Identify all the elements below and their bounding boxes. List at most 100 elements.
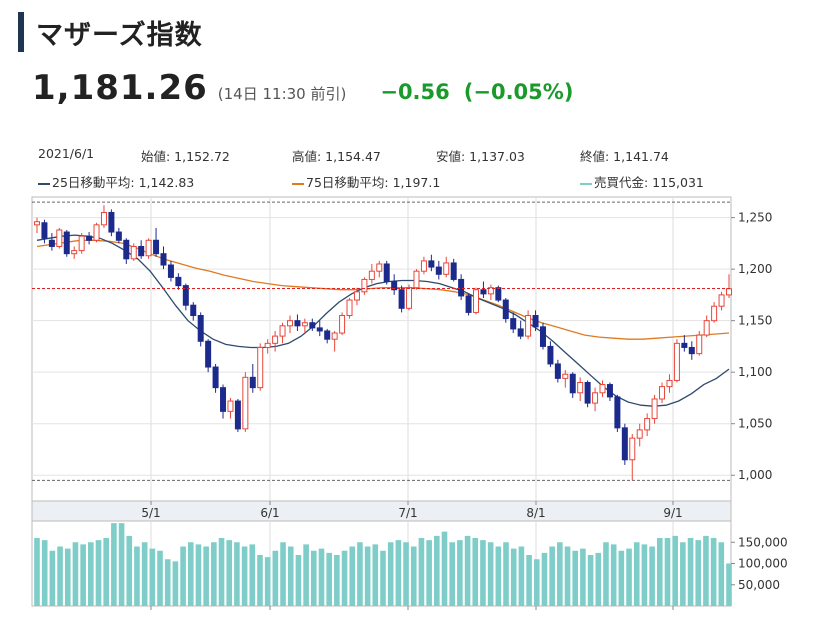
volume-bar: [603, 542, 609, 606]
volume-bar: [72, 542, 79, 606]
candle-body: [726, 288, 732, 296]
volume-bar: [380, 550, 386, 606]
candle-body: [86, 235, 93, 241]
candle-body: [718, 294, 725, 307]
volume-bar: [372, 544, 379, 606]
candle-body: [391, 281, 398, 291]
candle-body: [443, 262, 450, 275]
candle-body: [681, 342, 688, 348]
candle-body: [584, 381, 591, 404]
volume-bar: [549, 546, 555, 606]
volume-bar: [680, 542, 686, 606]
candle-body: [539, 326, 546, 347]
volume-bar: [426, 540, 432, 606]
volume-bar: [118, 523, 125, 606]
candle-body: [361, 278, 368, 293]
volume-bar: [449, 542, 455, 606]
volume-bar: [703, 535, 709, 606]
x-tick-label: 8/1: [526, 506, 545, 520]
candle-body: [324, 330, 331, 340]
candle-body: [264, 342, 271, 348]
volume-bar: [472, 538, 479, 606]
volume-bar: [103, 538, 109, 606]
candle-body: [517, 328, 524, 337]
ma25-line: [36, 234, 730, 407]
volume-bar: [457, 540, 463, 606]
volume-y-tick-label: 50,000: [738, 578, 780, 592]
candle-body: [413, 270, 420, 289]
volume-bar: [410, 546, 417, 606]
page-title: マザーズ指数: [36, 19, 203, 51]
candle-body: [465, 295, 472, 313]
volume-bar: [180, 546, 186, 606]
volume-bar: [218, 538, 225, 606]
candle-body: [71, 250, 78, 255]
legend-ma75: 75日移動平均: 1,197.1: [292, 172, 440, 191]
title-block: マザーズ指数: [18, 12, 203, 52]
candle-body: [145, 239, 152, 257]
candle-body: [346, 299, 353, 317]
volume-bar: [487, 542, 494, 606]
candle-body: [651, 398, 658, 420]
candle-body: [294, 320, 301, 327]
candle-body: [673, 342, 680, 381]
candle-body: [78, 235, 85, 252]
volume-bar: [172, 561, 179, 606]
candle-body: [458, 278, 465, 297]
info-close: 終値: 1,141.74: [580, 149, 669, 164]
volume-bar: [480, 540, 486, 606]
volume-bar: [495, 546, 502, 606]
volume-bar: [510, 548, 517, 606]
candle-body: [644, 418, 651, 431]
volume-bar: [211, 542, 217, 606]
candle-body: [473, 289, 480, 313]
volume-bar: [533, 559, 540, 606]
candle-body: [614, 396, 621, 429]
volume-bar: [718, 542, 725, 606]
volume-bar: [234, 542, 240, 606]
candle-body: [190, 304, 197, 317]
volume-bar: [664, 538, 671, 606]
volume-bar: [395, 540, 402, 606]
volume-bar: [610, 544, 617, 606]
candle-body: [34, 221, 40, 226]
volume-bar: [88, 542, 94, 606]
volume-bar: [618, 550, 625, 606]
y-tick-label: 1,200: [738, 262, 772, 276]
candle-body: [450, 262, 457, 280]
volume-bar: [441, 531, 448, 606]
volume-bar: [387, 542, 394, 606]
price-timestamp: (14日 11:30 前引): [217, 85, 347, 103]
volume-bar: [726, 563, 732, 606]
y-tick-label: 1,000: [738, 468, 772, 482]
volume-bar: [687, 538, 694, 606]
volume-bar: [518, 546, 525, 606]
candle-body: [220, 387, 227, 412]
candle-body: [502, 299, 509, 320]
candle-body: [286, 320, 293, 327]
candle-body: [279, 325, 286, 337]
volume-bar: [134, 546, 140, 606]
candle-body: [711, 305, 718, 322]
candle-body: [696, 334, 703, 355]
candle-body: [138, 245, 145, 257]
candle-body: [659, 386, 666, 400]
info-low: 安値: 1,137.03: [436, 149, 525, 164]
candle-body: [353, 291, 360, 301]
candle-body: [212, 366, 219, 389]
legend-volume: 売買代金: 115,031: [580, 172, 704, 191]
volume-bar: [649, 546, 655, 606]
legend-ma25-text: 25日移動平均: 1,142.83: [52, 175, 195, 190]
candle-body: [182, 285, 189, 306]
x-tick-label: 7/1: [398, 506, 417, 520]
volume-bar: [280, 542, 286, 606]
price-change-percent: (−0.05%): [463, 80, 574, 104]
candle-body: [554, 363, 561, 379]
volume-bar: [157, 550, 163, 606]
candle-body: [532, 315, 539, 328]
x-tick-label: 6/1: [260, 506, 279, 520]
volume-bar: [595, 552, 602, 606]
volume-bar: [57, 546, 63, 606]
volume-bar: [34, 538, 40, 606]
y-tick-label: 1,100: [738, 365, 772, 379]
